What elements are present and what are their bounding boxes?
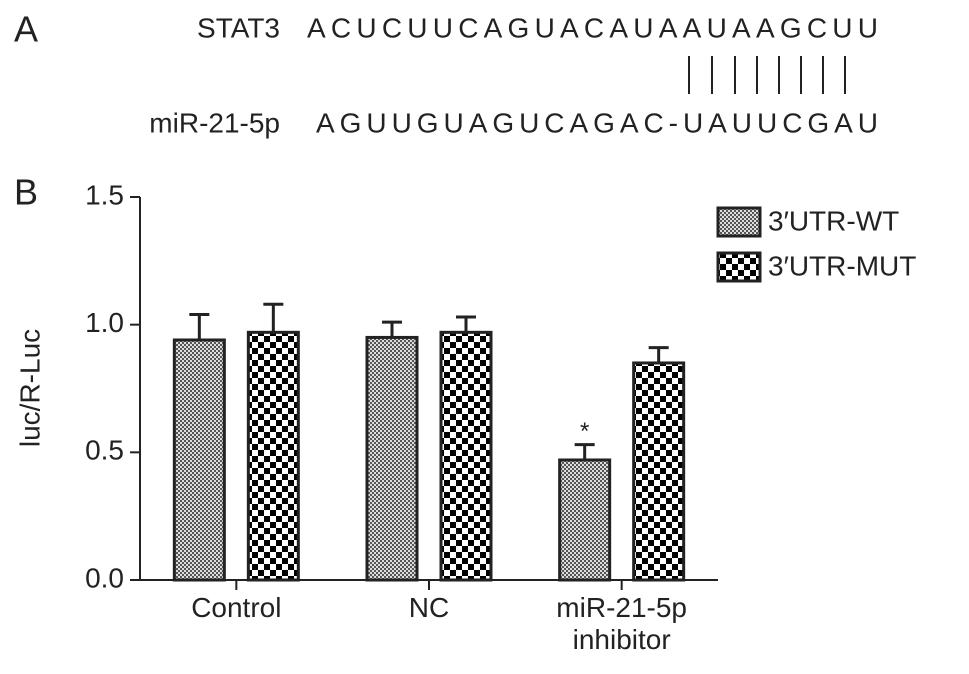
error-bar <box>648 346 669 363</box>
legend-swatch <box>716 251 762 283</box>
x-tick-label-box: miR-21-5p inhibitor <box>556 592 687 655</box>
panel-label: B <box>14 172 38 213</box>
legend-label: 3′UTR-MUT <box>768 250 916 281</box>
pairing-lines <box>688 56 846 94</box>
x-tick-label: Control <box>191 592 282 623</box>
bar <box>365 335 419 582</box>
error-bar <box>189 312 210 340</box>
seq-name: miR-21-5p <box>149 107 280 138</box>
legend-label: 3′UTR-WT <box>768 205 899 236</box>
sequence: AGUUGUAGUCAGAC-UAUUCGAU <box>316 107 878 138</box>
legend-swatch <box>716 206 762 238</box>
y-axis-label: luc/R-Luc <box>14 329 45 447</box>
error-bar <box>456 315 476 333</box>
panel-label: A <box>14 9 38 50</box>
error-bar <box>574 443 595 460</box>
bar <box>439 330 493 582</box>
x-tick-label-box: NC <box>408 592 450 623</box>
annotation: * <box>580 418 589 445</box>
error-bar <box>382 320 402 338</box>
y-tick-label: 0.0 <box>85 562 124 593</box>
bar <box>246 330 300 582</box>
x-tick-label: miR-21-5p inhibitor <box>556 592 687 655</box>
x-tick-label: NC <box>408 592 450 623</box>
x-tick-label-box: Control <box>191 592 282 623</box>
bar <box>632 361 686 582</box>
y-tick-label: 0.5 <box>85 435 124 466</box>
y-tick-label: 1.0 <box>85 307 124 338</box>
bar <box>172 338 226 582</box>
bar <box>558 458 612 582</box>
error-bar <box>263 302 284 333</box>
seq-name: STAT3 <box>197 12 280 43</box>
sequence: ACUCUUCAGUACAUAAUAAGCUU <box>307 12 878 43</box>
y-tick-label: 1.5 <box>85 179 124 210</box>
